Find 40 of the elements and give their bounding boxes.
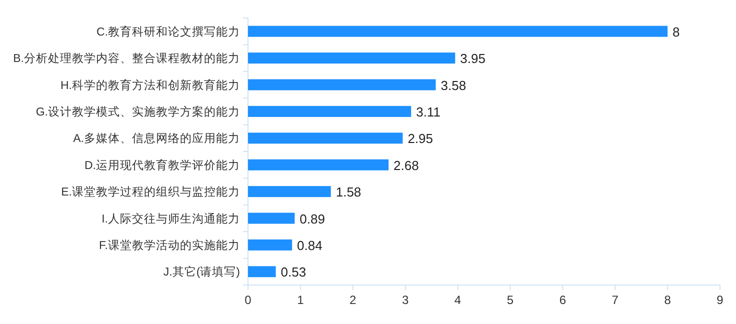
bar <box>248 106 412 117</box>
bar <box>248 52 456 64</box>
data-label: 0.89 <box>300 211 325 226</box>
data-label: 0.84 <box>297 238 322 253</box>
y-tick-label: E.课堂教学过程的组织与监控能力 <box>61 186 240 199</box>
x-tick-label: 1 <box>297 293 304 307</box>
bar <box>248 212 295 224</box>
bar <box>248 79 436 90</box>
y-tick-label: J.其它(请填写) <box>163 264 240 279</box>
data-label: 3.58 <box>440 78 466 93</box>
bar <box>248 266 276 278</box>
data-label: 3.11 <box>416 104 440 120</box>
bar <box>248 132 403 144</box>
x-tick-label: 7 <box>612 293 619 307</box>
x-tick-label: 6 <box>559 293 566 307</box>
bar <box>248 239 292 250</box>
y-tick-label: A.多媒体、信息网络的应用能力 <box>73 131 240 146</box>
y-tick-label: D.运用现代教育教学评价能力 <box>84 158 240 172</box>
x-tick-label: 2 <box>350 293 357 307</box>
y-tick-label: G.设计教学模式、实施教学方案的能力 <box>36 104 240 118</box>
y-tick-label: H.科学的教育方法和创新教育能力 <box>60 78 240 92</box>
x-tick-label: 8 <box>664 293 672 307</box>
data-label: 2.68 <box>394 158 419 173</box>
data-label: 1.58 <box>336 184 362 200</box>
y-tick-label: C.教育科研和论文撰写能力 <box>96 24 240 38</box>
x-tick-label: 0 <box>244 293 252 307</box>
x-tick-label: 5 <box>506 293 514 307</box>
x-tick-label: 9 <box>716 293 724 307</box>
data-label: 0.53 <box>280 264 306 280</box>
data-label: 8 <box>672 24 680 40</box>
x-tick-label: 4 <box>454 293 462 307</box>
y-tick-label: B.分析处理教学内容、整合课程教材的能力 <box>13 51 240 66</box>
data-label: 3.95 <box>460 51 486 66</box>
data-label: 2.95 <box>408 131 434 146</box>
bar <box>248 159 389 170</box>
y-tick-label: I.人际交往与师生沟通能力 <box>102 211 240 226</box>
bar <box>248 26 668 37</box>
y-tick-label: F.课堂教学活动的实施能力 <box>99 238 240 252</box>
bar <box>248 186 331 198</box>
x-tick-label: 3 <box>402 293 409 307</box>
